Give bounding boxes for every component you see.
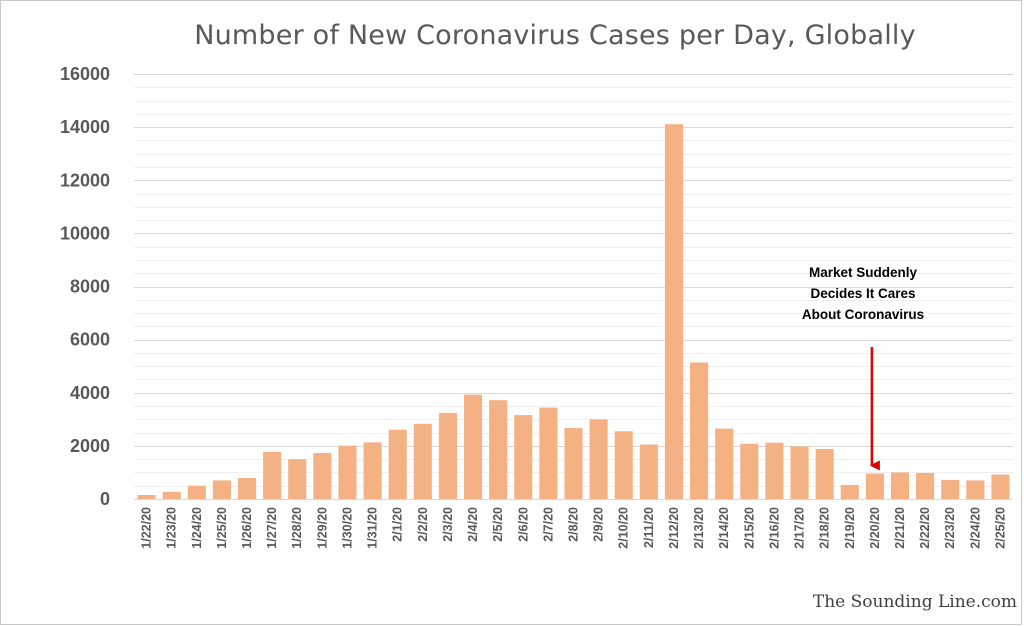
x-tick-label: 2/14/20: [717, 507, 731, 549]
bar: [388, 429, 407, 499]
bar: [614, 431, 633, 499]
y-tick-label: 14000: [60, 117, 110, 137]
x-tick-label: 2/9/20: [592, 507, 606, 542]
bar: [589, 419, 608, 499]
bar: [815, 449, 834, 499]
bar: [338, 445, 357, 499]
x-tick-label: 2/2/20: [416, 507, 430, 542]
annotation-text-line: About Coronavirus: [802, 307, 924, 322]
annotation: Market Suddenly Decides It Cares About Cor…: [802, 265, 924, 471]
x-tick-label: 2/13/20: [692, 507, 706, 549]
bar: [137, 495, 156, 499]
x-tick-label: 2/22/20: [918, 507, 932, 549]
bar: [941, 479, 960, 499]
y-tick-label: 12000: [60, 170, 110, 190]
x-tick-label: 2/24/20: [968, 507, 982, 549]
bar: [664, 124, 683, 499]
x-tick-label: 2/12/20: [667, 507, 681, 549]
x-tick-label: 2/5/20: [491, 507, 505, 542]
bar: [263, 451, 282, 499]
bar: [740, 443, 759, 499]
x-tick-label: 1/31/20: [366, 507, 380, 549]
y-tick-label: 10000: [60, 223, 110, 243]
x-tick-label: 1/26/20: [240, 507, 254, 549]
x-tick-label: 2/16/20: [767, 507, 781, 549]
x-tick-label: 1/23/20: [165, 507, 179, 549]
y-tick-label: 2000: [70, 436, 110, 456]
x-tick-label: 2/18/20: [818, 507, 832, 549]
x-tick-label: 1/27/20: [265, 507, 279, 549]
bar: [890, 472, 910, 499]
bar: [539, 407, 558, 499]
y-tick-label: 8000: [70, 277, 110, 297]
y-tick-label: 6000: [70, 330, 110, 350]
x-tick-label: 2/19/20: [843, 507, 857, 549]
x-tick-label: 1/30/20: [340, 507, 354, 549]
bar: [715, 428, 734, 499]
x-tick-label: 2/11/20: [642, 507, 656, 548]
bar: [966, 480, 985, 499]
gridlines: [134, 74, 1013, 500]
bar: [564, 428, 583, 499]
x-tick-label: 2/20/20: [868, 507, 882, 549]
x-tick-label: 1/22/20: [140, 507, 154, 549]
x-axis: 1/22/20 1/23/20 1/24/20 1/25/20 1/26/20 1/27/…: [140, 507, 1008, 549]
bar: [514, 415, 533, 499]
annotation-text-line: Market Suddenly: [809, 265, 918, 280]
bar: [840, 484, 859, 499]
bar: [313, 453, 332, 499]
bar: [187, 485, 206, 499]
bar: [765, 442, 784, 499]
x-tick-label: 2/23/20: [943, 507, 957, 549]
bar: [464, 394, 483, 499]
bar: [212, 480, 231, 499]
x-tick-label: 2/25/20: [993, 507, 1007, 549]
bars: [137, 124, 1010, 499]
chart-title: Number of New Coronavirus Cases per Day,…: [194, 20, 916, 51]
x-tick-label: 1/24/20: [190, 507, 204, 549]
y-tick-label: 4000: [70, 383, 110, 403]
x-tick-label: 2/8/20: [567, 507, 581, 542]
x-tick-label: 1/25/20: [215, 507, 229, 549]
bar: [413, 423, 432, 499]
x-tick-label: 2/15/20: [742, 507, 756, 549]
bar: [916, 472, 935, 499]
x-tick-label: 2/21/20: [893, 507, 907, 549]
y-tick-label: 0: [100, 489, 110, 509]
x-tick-label: 2/4/20: [466, 507, 480, 542]
y-axis: 0 2000 4000 6000 8000 10000 12000 14000 16000: [60, 64, 110, 509]
bar: [162, 491, 181, 499]
bar: [991, 474, 1010, 499]
bar: [639, 444, 658, 499]
bar: [790, 446, 809, 499]
source-credit: The Sounding Line.com: [812, 592, 1017, 612]
x-tick-label: 2/6/20: [516, 507, 530, 542]
y-tick-label: 16000: [60, 64, 110, 84]
x-tick-label: 2/7/20: [541, 507, 555, 542]
x-tick-label: 1/28/20: [290, 507, 304, 549]
bar: [237, 478, 257, 499]
x-tick-label: 2/1/20: [391, 507, 405, 542]
bar: [865, 473, 884, 499]
bar: [489, 400, 508, 499]
bar: [288, 459, 307, 499]
x-tick-label: 1/29/20: [315, 507, 329, 549]
x-tick-label: 2/10/20: [617, 507, 631, 549]
x-tick-label: 2/3/20: [441, 507, 455, 542]
bar: [690, 362, 709, 499]
annotation-text-line: Decides It Cares: [810, 286, 915, 301]
x-tick-label: 2/17/20: [793, 507, 807, 549]
bar: [438, 412, 457, 499]
bar: [363, 442, 382, 499]
